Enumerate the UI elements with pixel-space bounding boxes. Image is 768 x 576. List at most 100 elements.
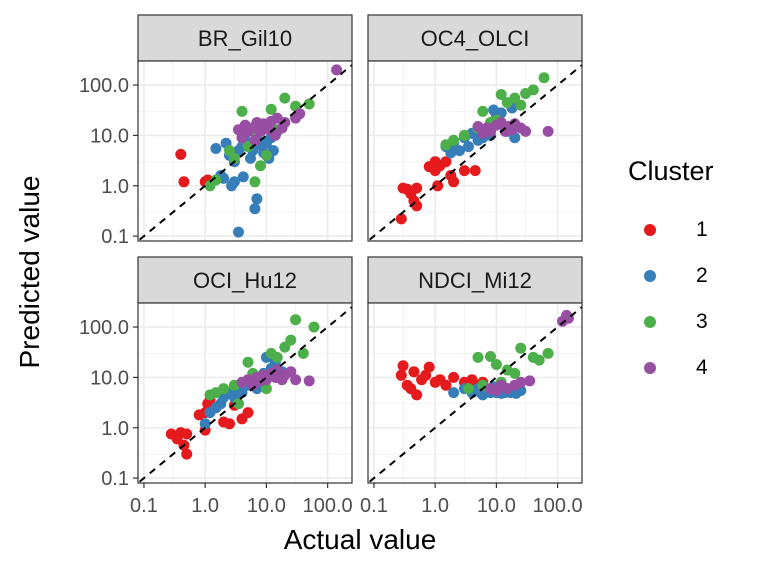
data-point-cluster-3 bbox=[303, 98, 315, 110]
reference-line bbox=[138, 305, 352, 483]
legend: Cluster 1 2 3 4 bbox=[628, 156, 758, 391]
data-point-cluster-3 bbox=[458, 129, 470, 141]
data-point-cluster-3 bbox=[233, 398, 244, 410]
x-tick-label: 1.0 bbox=[421, 495, 449, 517]
y-tick-label: 0.1 bbox=[101, 226, 129, 248]
data-point-cluster-3 bbox=[495, 89, 507, 100]
facet-title: NDCI_Mi12 bbox=[418, 268, 532, 293]
data-point-cluster-2 bbox=[448, 387, 460, 399]
data-point-cluster-1 bbox=[181, 428, 193, 440]
facet-panel-3: OCI_Hu12 0.1 1.0 10.0 100.0 0.1 1.0 10.0 100.0 bbox=[79, 256, 353, 517]
data-point-cluster-1 bbox=[440, 379, 452, 391]
data-point-cluster-1 bbox=[397, 360, 409, 372]
panel-content bbox=[368, 303, 582, 483]
legend-title: Cluster bbox=[628, 156, 714, 186]
y-tick-label: 100.0 bbox=[79, 317, 129, 339]
y-tick-label: 0.1 bbox=[101, 468, 129, 490]
data-point-cluster-3 bbox=[477, 105, 489, 117]
y-tick-label: 10.0 bbox=[90, 125, 129, 147]
legend-key-2 bbox=[644, 270, 656, 282]
data-point-cluster-2 bbox=[463, 141, 474, 153]
x-tick-label: 100.0 bbox=[303, 495, 353, 517]
data-point-cluster-3 bbox=[210, 174, 222, 186]
data-point-cluster-4 bbox=[279, 117, 291, 128]
data-point-cluster-3 bbox=[527, 84, 539, 96]
data-point-cluster-3 bbox=[285, 334, 297, 346]
legend-item-1: 1 bbox=[628, 207, 758, 253]
data-point-cluster-1 bbox=[242, 407, 254, 419]
data-point-cluster-3 bbox=[260, 149, 272, 161]
data-point-cluster-3 bbox=[490, 359, 502, 370]
facet-strip bbox=[367, 256, 583, 304]
data-point-cluster-3 bbox=[509, 367, 521, 379]
data-point-cluster-3 bbox=[249, 176, 261, 188]
data-point-cluster-3 bbox=[236, 105, 248, 117]
data-point-cluster-3 bbox=[448, 134, 460, 146]
y-tick-label: 1.0 bbox=[101, 418, 129, 440]
panel-border bbox=[137, 302, 353, 484]
data-point-cluster-3 bbox=[265, 103, 277, 115]
data-point-cluster-3 bbox=[472, 351, 484, 363]
data-point-cluster-3 bbox=[538, 72, 550, 84]
panel-content bbox=[368, 61, 582, 241]
data-point-cluster-4 bbox=[290, 374, 302, 386]
data-point-cluster-1 bbox=[411, 200, 423, 212]
data-point-cluster-1 bbox=[448, 371, 460, 383]
data-point-cluster-4 bbox=[269, 129, 281, 141]
data-point-cluster-2 bbox=[228, 176, 240, 188]
data-point-cluster-1 bbox=[440, 156, 452, 168]
panel-content bbox=[138, 61, 352, 241]
y-axis-title: Predicted value bbox=[14, 175, 45, 369]
data-point-cluster-1 bbox=[224, 418, 235, 430]
data-point-cluster-2 bbox=[233, 226, 244, 238]
facet-panel-1: BR_Gil10 0.1 1.0 10.0 100.0 bbox=[79, 14, 353, 248]
y-tick-label: 100.0 bbox=[79, 75, 129, 97]
data-point-cluster-3 bbox=[279, 92, 291, 104]
x-tick-label: 0.1 bbox=[130, 495, 158, 517]
data-point-cluster-4 bbox=[294, 108, 306, 120]
facet-strip bbox=[137, 14, 353, 62]
data-point-cluster-2 bbox=[251, 193, 263, 205]
facet-panel-4: NDCI_Mi12 0.1 1.0 10.0 100.0 bbox=[360, 256, 583, 517]
data-point-cluster-4 bbox=[520, 125, 532, 137]
data-point-cluster-1 bbox=[469, 165, 481, 177]
data-point-cluster-1 bbox=[432, 180, 444, 192]
data-point-cluster-3 bbox=[297, 347, 309, 359]
reference-line bbox=[138, 63, 352, 241]
legend-label-4: 4 bbox=[696, 356, 708, 379]
x-axis-title: Actual value bbox=[283, 524, 437, 555]
legend-label-1: 1 bbox=[696, 218, 708, 241]
x-tick-label: 10.0 bbox=[477, 495, 516, 517]
data-point-cluster-3 bbox=[308, 321, 320, 333]
panel-border bbox=[367, 60, 583, 242]
facet-title: OCI_Hu12 bbox=[193, 268, 297, 293]
data-point-cluster-3 bbox=[542, 347, 554, 359]
x-tick-label: 10.0 bbox=[247, 495, 286, 517]
legend-label-3: 3 bbox=[696, 310, 708, 333]
data-point-cluster-1 bbox=[420, 369, 432, 381]
data-point-cluster-3 bbox=[515, 99, 527, 111]
legend-label-2: 2 bbox=[696, 264, 708, 287]
data-point-cluster-4 bbox=[285, 366, 297, 378]
data-point-cluster-3 bbox=[515, 342, 527, 354]
panel-content bbox=[138, 303, 352, 483]
data-point-cluster-3 bbox=[463, 383, 474, 395]
data-point-cluster-3 bbox=[290, 314, 302, 326]
data-point-cluster-3 bbox=[533, 354, 545, 366]
facet-title: OC4_OLCI bbox=[421, 26, 530, 51]
y-tick-label: 10.0 bbox=[90, 367, 129, 389]
reference-line bbox=[368, 63, 582, 241]
data-point-cluster-1 bbox=[411, 182, 423, 194]
data-point-cluster-1 bbox=[395, 213, 407, 225]
data-point-cluster-3 bbox=[485, 351, 496, 362]
data-point-cluster-2 bbox=[237, 171, 249, 183]
x-tick-label: 1.0 bbox=[191, 495, 219, 517]
x-tick-label: 100.0 bbox=[533, 495, 583, 517]
data-point-cluster-1 bbox=[448, 176, 460, 188]
legend-item-2: 2 bbox=[628, 253, 758, 299]
y-tick-label: 1.0 bbox=[101, 176, 129, 198]
data-point-cluster-1 bbox=[408, 366, 420, 378]
panel-border bbox=[137, 60, 353, 242]
data-point-cluster-4 bbox=[542, 125, 554, 137]
